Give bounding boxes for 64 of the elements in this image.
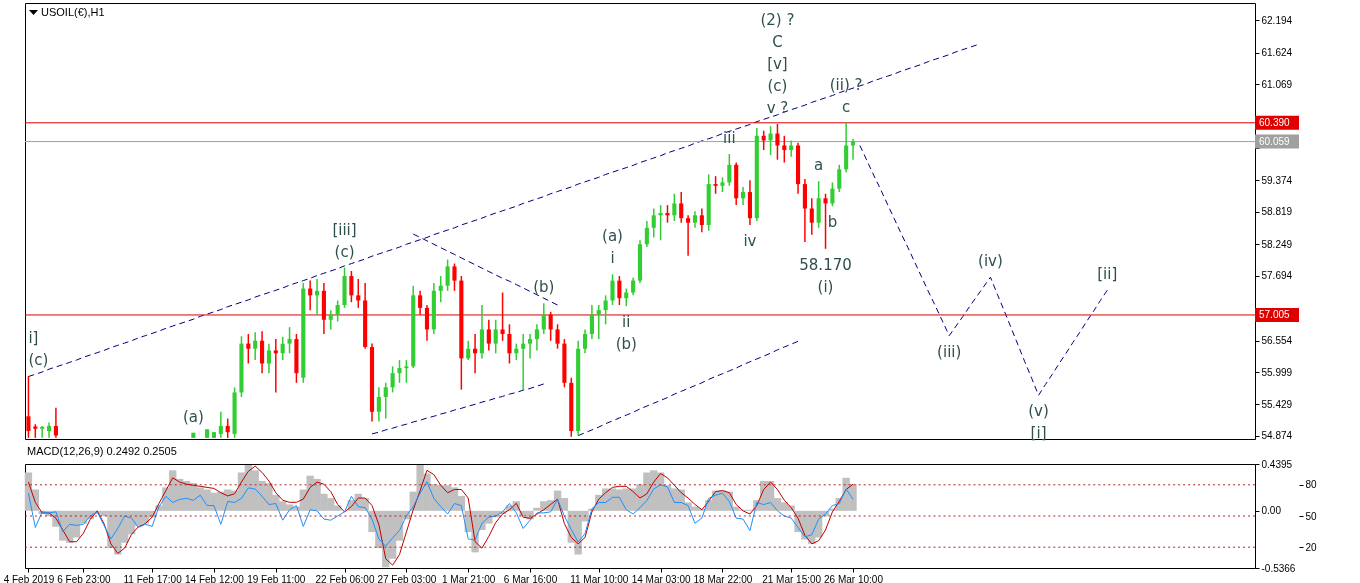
x-tick-label: 14 Feb 12:00 [185, 573, 245, 583]
annotation: (b) [615, 335, 637, 354]
annotation: (c) [334, 242, 355, 261]
ref-line-label: 57.005 [1259, 308, 1291, 320]
y-tick-label: -0.5366 [1261, 562, 1296, 574]
x-tick-label: 6 Feb 23:00 [57, 573, 112, 583]
annotation: [i] [1030, 424, 1047, 443]
annotation: (b) [533, 278, 555, 297]
y-tick-label: 55.999 [1261, 366, 1293, 378]
annotation: (iv) [978, 252, 1003, 271]
annotation: (a) [602, 227, 623, 246]
annotation: [ii] [1097, 265, 1118, 284]
x-tick-label: 27 Feb 03:00 [377, 573, 437, 583]
ref-line-label: 60.059 [1259, 135, 1291, 147]
annotation: a [814, 156, 824, 175]
x-tick-label: 11 Feb 17:00 [123, 573, 183, 583]
y2-tick-label: 50 [1305, 510, 1318, 522]
annotation: (iii) [937, 342, 962, 361]
annotation: (c) [28, 350, 49, 369]
x-tick-label: 21 Mar 15:00 [762, 573, 822, 583]
y-tick-label: 0.4395 [1261, 458, 1293, 470]
y-tick-label: 0.00 [1261, 505, 1282, 517]
annotation: (2) ? [760, 10, 795, 29]
y-tick-label: 55.429 [1261, 398, 1293, 410]
annotation: (v) [1028, 402, 1049, 421]
x-tick-label: 4 Feb 2019 [3, 573, 55, 583]
annotation: (i) [817, 277, 834, 296]
y-tick-label: 57.694 [1261, 270, 1293, 282]
annotation: (c) [767, 76, 788, 95]
y-tick-label: 59.374 [1261, 174, 1293, 186]
annotation: c [842, 97, 851, 116]
annotation: [v] [767, 54, 788, 73]
x-tick-label: 6 Mar 16:00 [503, 573, 558, 583]
annotation: [iii] [332, 220, 357, 239]
annotation: i [610, 249, 615, 268]
x-tick-label: 19 Feb 11:00 [247, 573, 306, 583]
x-tick-label: 22 Feb 06:00 [315, 573, 375, 583]
y2-tick-label: 20 [1305, 541, 1318, 553]
annotation: C [772, 32, 783, 51]
chart-title: USOIL(€),H1 [41, 6, 105, 18]
y-tick-label: 56.554 [1261, 335, 1293, 347]
annotation: i] [28, 328, 39, 347]
ref-line-label: 60.390 [1259, 116, 1291, 128]
x-tick-label: 18 Mar 22:00 [693, 573, 753, 583]
y-tick-label: 58.249 [1261, 238, 1293, 250]
annotation: iii [723, 129, 736, 148]
y2-tick-label: 80 [1305, 479, 1318, 491]
annotation: (a) [182, 407, 204, 426]
annotation: 58.170 [799, 255, 852, 274]
x-tick-label: 26 Mar 10:00 [824, 573, 884, 583]
annotation: iv [743, 231, 757, 250]
annotation: ii [622, 313, 631, 332]
x-tick-label: 1 Mar 21:00 [442, 573, 496, 583]
y-tick-label: 62.194 [1261, 14, 1293, 26]
annotation: b [827, 213, 838, 232]
annotation: v ? [766, 98, 789, 117]
annotation: (ii) ? [829, 75, 863, 94]
y-tick-label: 54.874 [1261, 430, 1293, 442]
y-tick-label: 61.069 [1261, 78, 1293, 90]
x-tick-label: 11 Mar 10:00 [570, 573, 629, 583]
y-tick-label: 58.819 [1261, 206, 1293, 218]
y-tick-label: 61.624 [1261, 47, 1293, 59]
chart-title: MACD(12,26,9) 0.2492 0.2505 [27, 445, 177, 457]
x-tick-label: 14 Mar 03:00 [631, 573, 692, 583]
